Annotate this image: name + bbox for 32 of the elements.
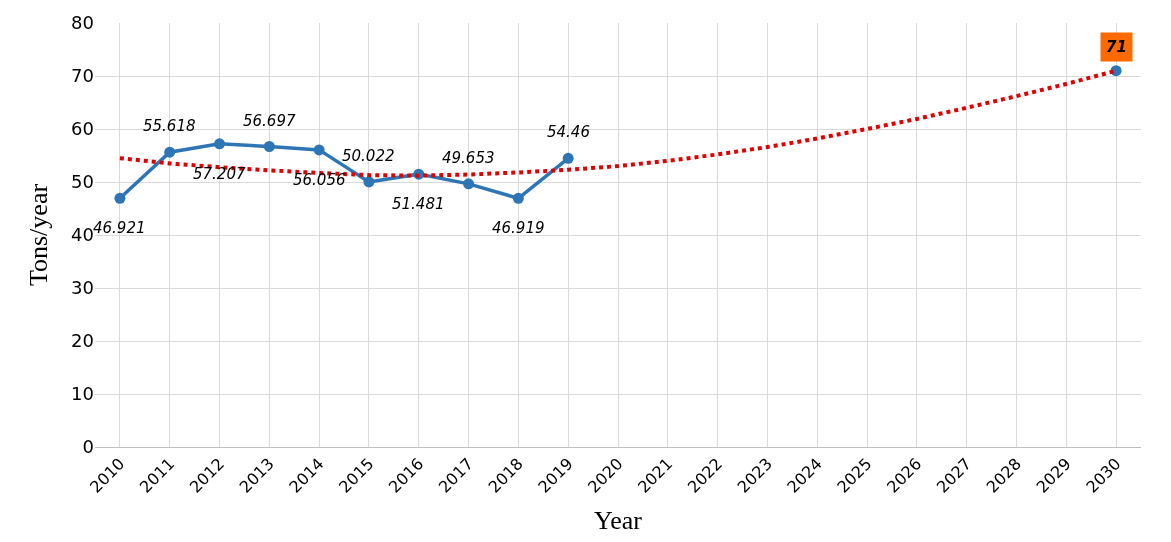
y-tick-label: 20 [71, 330, 94, 352]
data-label: 50.022 [342, 147, 395, 165]
data-label: 46.921 [93, 219, 146, 237]
data-label: 49.653 [442, 149, 495, 167]
y-tick-label: 10 [71, 383, 94, 405]
y-axis-title: Tons/year [24, 183, 54, 287]
data-label: 57.207 [193, 165, 246, 183]
point [463, 178, 475, 190]
point [214, 138, 226, 150]
point [313, 144, 325, 156]
y-tick-label: 30 [71, 277, 94, 299]
data-label: 46.919 [492, 219, 545, 237]
point [512, 192, 524, 204]
point [562, 152, 574, 164]
data-label: 54.46 [547, 123, 590, 141]
y-tick-label: 0 [82, 436, 94, 458]
y-tick-label: 60 [71, 118, 94, 140]
point [114, 192, 126, 204]
x-axis-title: Year [594, 506, 643, 536]
data-label: 51.481 [392, 195, 445, 213]
y-tick-label: 40 [71, 224, 94, 246]
data-label: 56.697 [243, 112, 296, 130]
data-label: 55.618 [143, 117, 196, 135]
data-label: 56.056 [293, 171, 346, 189]
point [1110, 65, 1122, 77]
y-tick-label: 50 [71, 171, 94, 193]
point [363, 176, 375, 188]
data-label: 71 [1106, 38, 1127, 56]
point [164, 146, 176, 158]
y-tick-label: 70 [71, 65, 94, 87]
y-tick-label: 80 [71, 12, 94, 34]
point [263, 141, 275, 153]
